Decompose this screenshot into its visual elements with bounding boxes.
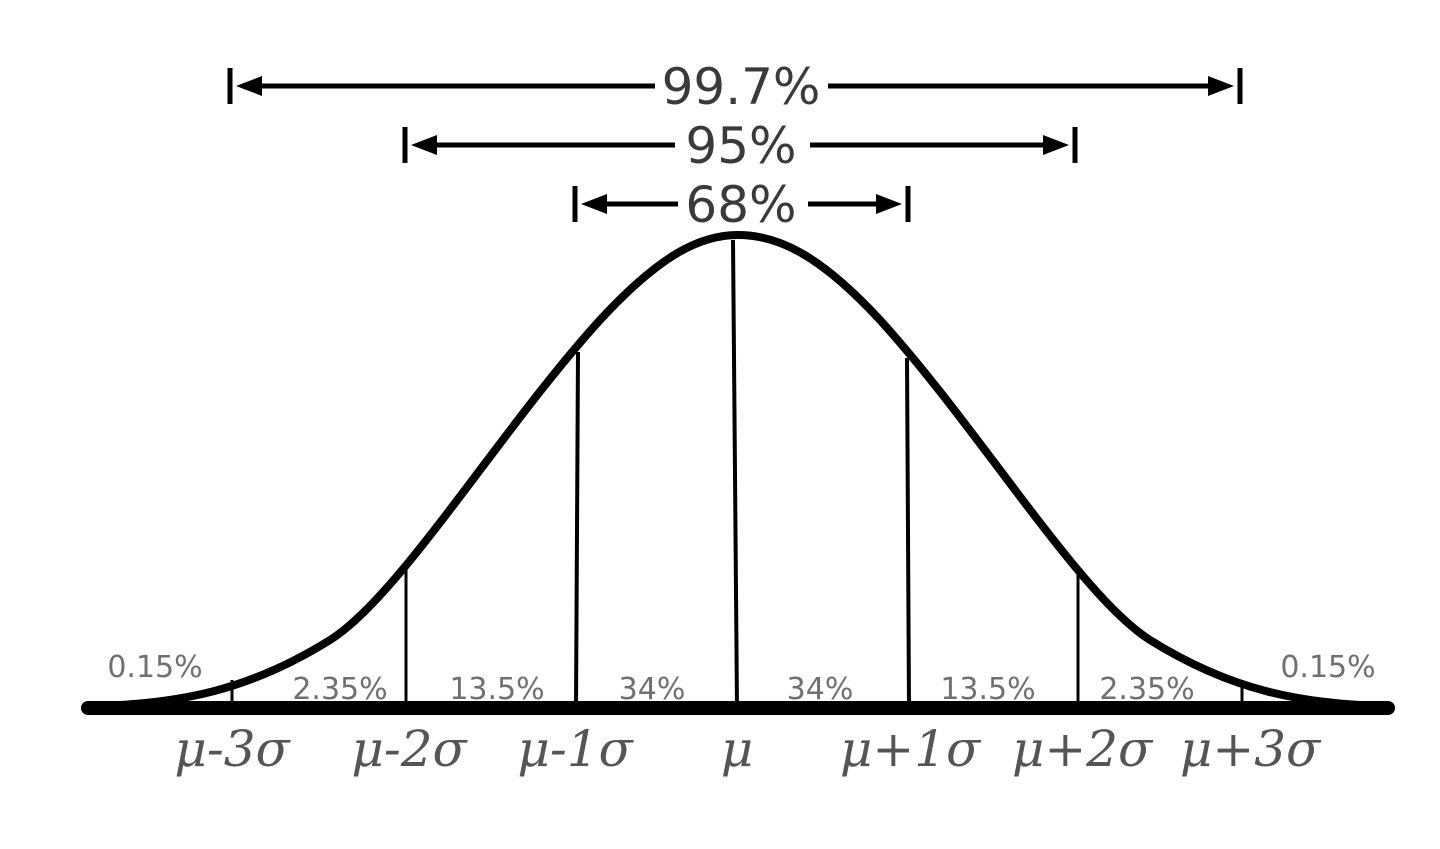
range-99-7-left-arrowhead: [236, 76, 262, 96]
divider-minus-1-sigma: [574, 351, 580, 709]
bell-curve: [91, 230, 1389, 710]
range-99-7: [227, 68, 1243, 104]
tick-plus-3-sigma: μ+3σ: [1180, 720, 1322, 778]
tick-minus-3-sigma: μ-3σ: [174, 720, 291, 778]
tick-minus-2-sigma: μ-2σ: [351, 720, 468, 778]
divider-plus-1-sigma: [905, 357, 911, 709]
range-95-left-arrowhead: [411, 135, 437, 155]
region-left-tail-label: 0.15%: [107, 650, 202, 685]
sigma-tick-labels: μ-3σ μ-2σ μ-1σ μ μ+1σ μ+2σ μ+3σ: [174, 720, 1322, 778]
range-labels: 99.7% 95% 68%: [662, 58, 821, 234]
tick-plus-1-sigma: μ+1σ: [840, 720, 982, 778]
range-68-right-arrowhead: [876, 194, 902, 214]
region-percentages: 0.15% 2.35% 13.5% 34% 34% 13.5% 2.35% 0.…: [107, 650, 1375, 707]
region-right-tail-label: 0.15%: [1280, 650, 1375, 685]
range-68-label: 68%: [685, 176, 796, 234]
range-68-left-arrowhead: [581, 194, 607, 214]
sigma-dividers: [230, 239, 1244, 709]
range-brackets: [227, 68, 1243, 222]
divider-mean: [731, 239, 739, 709]
range-99-7-label: 99.7%: [662, 58, 821, 116]
range-95-right-arrowhead: [1043, 135, 1069, 155]
range-95: [402, 127, 1078, 163]
range-95-label: 95%: [685, 117, 796, 175]
tick-plus-2-sigma: μ+2σ: [1012, 720, 1154, 778]
region-minus-3-to-minus-2-label: 2.35%: [292, 672, 387, 707]
range-68: [572, 186, 911, 222]
region-minus-1-to-mean-label: 34%: [619, 672, 686, 707]
region-minus-2-to-minus-1-label: 13.5%: [449, 672, 544, 707]
tick-mean: μ: [721, 720, 754, 778]
tick-minus-1-sigma: μ-1σ: [517, 720, 634, 778]
region-plus-2-to-plus-3-label: 2.35%: [1099, 672, 1194, 707]
region-plus-1-to-plus-2-label: 13.5%: [940, 672, 1035, 707]
region-mean-to-plus-1-label: 34%: [787, 672, 854, 707]
range-99-7-right-arrowhead: [1208, 76, 1234, 96]
